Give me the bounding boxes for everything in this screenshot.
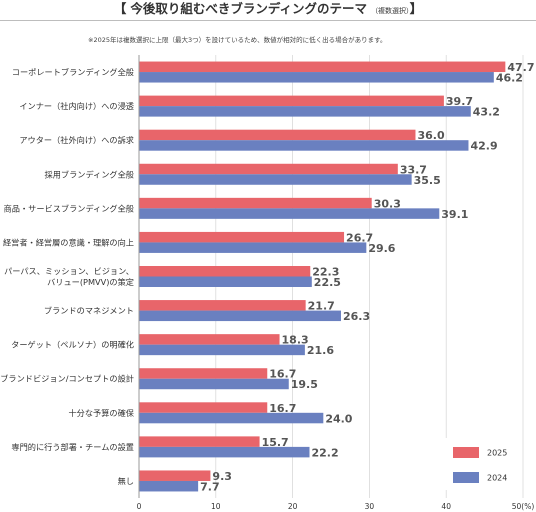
bar-2024: [139, 276, 312, 287]
x-tick-label: 50(%): [512, 502, 535, 511]
chart-note: ※2025年は複数選択に上限（最大3つ）を設けているため、数値が相対的に低く出る…: [88, 36, 387, 44]
bar-2025: [139, 61, 506, 73]
category-label: バリュー(PMVV)の策定: [47, 277, 134, 287]
category-label: 無し: [118, 476, 134, 486]
category-label: アウター（社外向け）への訴求: [19, 135, 134, 145]
value-label-2025: 16.7: [269, 402, 296, 415]
category-label: ブランドビジョン/コンセプトの設計: [0, 374, 134, 384]
value-label-2025: 36.0: [417, 129, 444, 142]
bar-2024: [139, 208, 440, 219]
value-label-2025: 21.7: [308, 300, 335, 313]
category-label: インナー（社内向け）への浸透: [19, 101, 134, 111]
bar-2025: [139, 402, 268, 413]
value-label-2024: 42.9: [470, 140, 497, 153]
value-label-2024: 35.5: [414, 174, 441, 187]
value-label-2024: 39.1: [441, 208, 468, 221]
category-label: ターゲット（ペルソナ）の明確化: [11, 340, 134, 350]
title-close-bracket: 】: [409, 1, 423, 16]
legend-swatch-2024: [453, 472, 479, 483]
bar-2025: [139, 163, 398, 175]
x-tick-label: 0: [137, 502, 142, 511]
bar-2024: [139, 412, 324, 424]
bar-2025: [139, 129, 416, 141]
x-tick-label: 40: [441, 502, 451, 511]
category-label: 商品・サービスブランディング全般: [4, 203, 134, 213]
value-label-2025: 22.3: [312, 266, 339, 279]
category-label: 専門的に行う部署・チームの設置: [11, 442, 134, 452]
value-label-2024: 43.2: [473, 106, 500, 119]
category-label: コーポレートブランディング全般: [12, 67, 134, 77]
bar-2025: [139, 300, 306, 311]
value-label-2024: 26.3: [343, 310, 370, 323]
x-tick-label: 20: [288, 502, 298, 511]
category-label: 十分な予算の確保: [68, 408, 134, 418]
bar-2024: [139, 378, 289, 390]
title-divider: [0, 20, 536, 21]
legend-label-2024: 2024: [487, 474, 507, 483]
value-label-2025: 30.3: [374, 197, 401, 210]
bar-2024: [139, 310, 341, 322]
value-label-2024: 22.5: [314, 276, 341, 289]
value-label-2024: 29.6: [368, 242, 395, 255]
value-label-2025: 33.7: [400, 163, 427, 176]
bar-2025: [139, 231, 345, 243]
bar-2024: [139, 446, 310, 458]
category-label: ブランドのマネジメント: [44, 306, 134, 316]
x-tick-label: 30: [365, 502, 375, 511]
value-label-2025: 39.7: [446, 95, 473, 108]
x-tick-label: 10: [211, 502, 221, 511]
bar-2024: [139, 242, 367, 253]
bar-2024: [139, 72, 494, 83]
category-label: 経営者・経営層の意識・理解の向上: [3, 237, 134, 247]
bar-2024: [139, 140, 469, 151]
bar-2025: [139, 197, 372, 209]
bar-2025: [139, 436, 260, 447]
value-label-2025: 18.3: [282, 334, 309, 347]
value-label-2025: 16.7: [269, 368, 296, 381]
legend-swatch-2025: [453, 447, 479, 458]
value-label-2025: 15.7: [262, 436, 289, 449]
value-label-2024: 24.0: [325, 412, 352, 425]
bar-2024: [139, 480, 199, 492]
value-label-2025: 26.7: [346, 231, 373, 244]
title-main: 今後取り組むべきブランディングのテーマ: [130, 1, 368, 16]
bar-2025: [139, 470, 211, 481]
bar-2024: [139, 174, 412, 185]
bar-2025: [139, 334, 280, 345]
bar-2024: [139, 344, 305, 356]
bar-2025: [139, 95, 444, 107]
value-label-2024: 19.5: [291, 378, 318, 391]
value-label-2024: 22.2: [311, 446, 338, 459]
bar-2025: [139, 266, 311, 277]
value-label-2024: 21.6: [307, 344, 334, 357]
title-sub: （複数選択）: [371, 7, 410, 15]
value-label-2025: 47.7: [507, 61, 534, 74]
bar-2024: [139, 106, 471, 117]
chart-title: 【今後取り組むべきブランディングのテーマ （複数選択）】: [0, 0, 536, 20]
value-label-2024: 7.7: [200, 480, 220, 493]
category-label: パーパス、ミッション、ビジョン、: [4, 266, 134, 276]
value-label-2024: 46.2: [496, 72, 523, 85]
title-open-bracket: 【: [113, 1, 127, 16]
value-label-2025: 9.3: [212, 470, 232, 483]
legend-label-2025: 2025: [487, 449, 507, 458]
bar-2025: [139, 368, 268, 379]
category-label: 採用ブランディング全般: [45, 169, 135, 179]
